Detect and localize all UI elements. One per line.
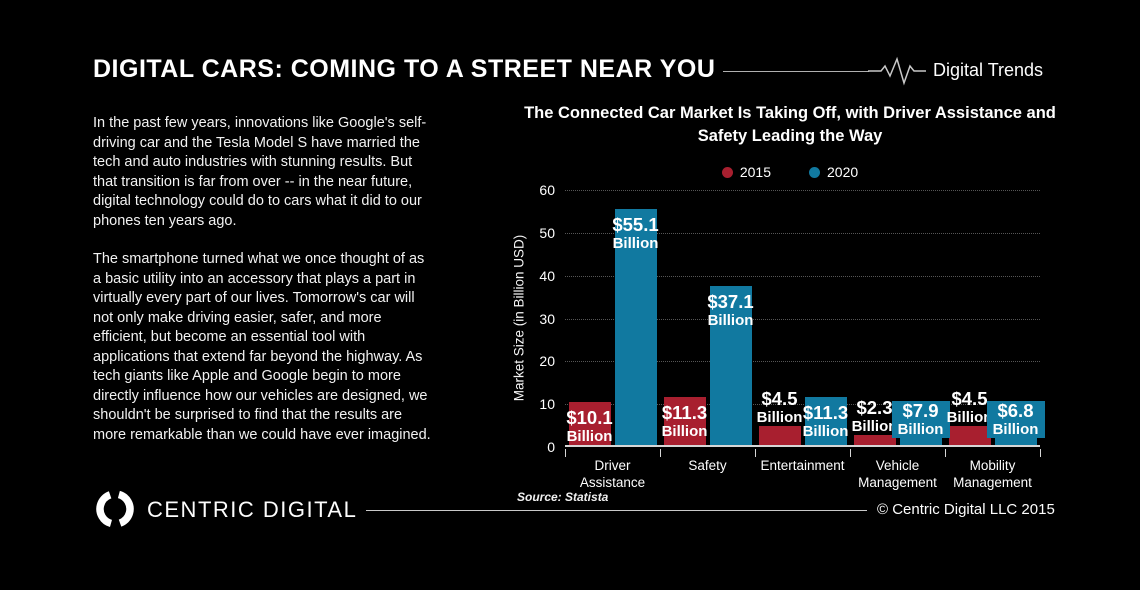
bar-value-label-2015-driver-assistance: $10.1 Billion <box>566 406 613 445</box>
category-label-mobility-management: Mobility Management <box>953 458 1032 490</box>
bar-value-label-2015-vehicle-management: $2.3 Billion <box>851 397 898 436</box>
gridline-50 <box>565 232 1040 234</box>
x-axis-tick <box>1040 449 1041 457</box>
y-tick-label-0: 0 <box>547 439 555 455</box>
bar-value-label-2015-safety: $11.3 Billion <box>661 401 708 440</box>
legend-item-2020: 2020 <box>809 164 858 180</box>
bar-value-label-2020-driver-assistance: $55.1 Billion <box>612 213 659 252</box>
footer-divider-line <box>366 510 867 511</box>
legend-label-2020: 2020 <box>827 164 859 180</box>
y-tick-label-60: 60 <box>539 182 555 198</box>
brand-label: Digital Trends <box>933 60 1044 80</box>
x-axis-tick <box>945 449 946 457</box>
gridline-30 <box>565 318 1040 320</box>
bar-2020-safety <box>709 286 752 445</box>
gridline-60 <box>565 190 1040 191</box>
legend-item-2015: 2015 <box>721 164 771 180</box>
x-axis-tick <box>660 449 661 457</box>
bar-value-label-2020-safety: $37.1 Billion <box>707 291 754 330</box>
bar-2020-driver-assistance <box>614 209 657 445</box>
bar-2015-vehicle-management <box>853 435 896 445</box>
bar-value-label-2015-mobility-management: $4.5 Billion <box>946 387 993 426</box>
gridline-10 <box>565 404 1040 406</box>
category-label-vehicle-management: Vehicle Management <box>858 458 937 490</box>
article-text: In the past few years, innovations like … <box>93 114 431 464</box>
intro-paragraph-1: In the past few years, innovations like … <box>93 115 427 229</box>
chart-title: The Connected Car Market Is Taking Off, … <box>524 104 1056 145</box>
intro-paragraph-2: The smartphone turned what we once thoug… <box>93 251 431 443</box>
bar-2015-mobility-management <box>948 425 991 445</box>
legend-label-2015: 2015 <box>739 164 771 180</box>
legend-dot-2015-icon <box>721 166 733 178</box>
plot-area: 0 10 20 30 40 50 60 $10.1 Billion $55.1 Billion Dri… <box>539 182 1045 490</box>
bar-value-label-2020-mobility-management: $6.8 Billion <box>986 401 1045 438</box>
logo-text: CENTRIC DIGITAL <box>147 497 358 522</box>
y-tick-label-40: 40 <box>539 267 555 284</box>
heartbeat-pulse-icon <box>868 56 926 91</box>
category-label-safety: Safety <box>688 458 727 473</box>
y-tick-label-10: 10 <box>539 396 555 413</box>
bar-2015-entertainment <box>758 425 801 445</box>
x-axis-tick <box>565 449 566 457</box>
gridline-20 <box>565 361 1040 363</box>
y-tick-label-30: 30 <box>539 310 555 327</box>
y-tick-label-50: 50 <box>539 224 555 241</box>
chart-legend: 2015 2020 <box>500 164 1080 180</box>
bar-2015-driver-assistance <box>568 401 611 445</box>
y-tick-label-20: 20 <box>539 353 555 370</box>
category-label-driver-assistance: Driver Assistance <box>579 458 646 490</box>
bar-2015-safety <box>663 396 706 445</box>
copyright-label: © Centric Digital LLC 2015 <box>877 501 1055 518</box>
category-label-entertainment: Entertainment <box>760 458 845 473</box>
centric-digital-logo-icon <box>95 489 135 534</box>
bar-value-label-2020-entertainment: $11.3 Billion <box>802 401 849 440</box>
bar-value-label-2015-entertainment: $4.5 Billion <box>756 387 803 426</box>
source-label: Source: Statista <box>517 490 609 504</box>
legend-dot-2020-icon <box>809 166 820 178</box>
bar-value-label-2020-vehicle-management: $7.9 Billion <box>891 401 950 438</box>
page-title: DIGITAL CARS: COMING TO A STREET NEAR YO… <box>93 55 716 83</box>
x-axis-tick <box>850 449 851 457</box>
gridline-40 <box>565 275 1040 277</box>
x-axis-tick <box>755 449 756 457</box>
header-rule-line <box>723 71 869 72</box>
bar-2020-entertainment <box>804 396 847 445</box>
